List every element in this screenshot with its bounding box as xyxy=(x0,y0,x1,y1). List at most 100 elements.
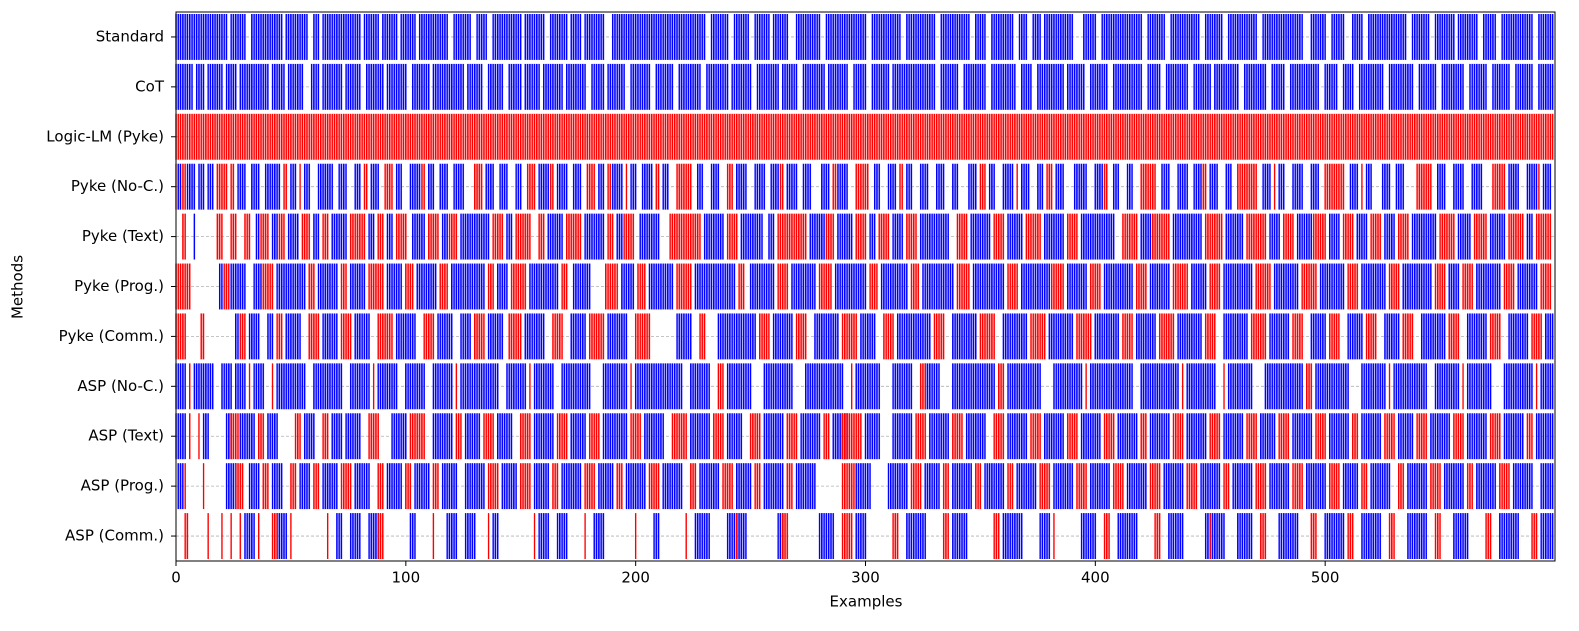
event-run xyxy=(786,413,798,460)
event-run xyxy=(175,363,186,410)
event-run xyxy=(1361,413,1382,460)
event-run xyxy=(455,413,462,460)
event-run xyxy=(1262,13,1303,60)
event-run xyxy=(400,13,416,60)
event-run xyxy=(271,363,274,410)
event-run xyxy=(345,63,361,110)
event-run xyxy=(763,463,784,510)
event-run xyxy=(1209,413,1221,460)
event-run xyxy=(1039,463,1051,510)
event-run xyxy=(556,413,568,460)
event-run xyxy=(834,263,867,310)
event-run xyxy=(770,163,779,210)
event-run xyxy=(1260,513,1267,560)
event-run xyxy=(230,413,239,460)
event-run xyxy=(623,213,635,260)
event-run xyxy=(382,13,398,60)
event-run xyxy=(586,163,596,210)
event-run xyxy=(313,463,320,510)
event-run xyxy=(1282,213,1294,260)
event-run xyxy=(825,13,867,60)
event-run xyxy=(1032,13,1041,60)
y-tick-label: Standard xyxy=(96,27,164,45)
event-run xyxy=(1482,13,1497,60)
event-run xyxy=(598,463,614,510)
event-run xyxy=(239,413,255,460)
event-run xyxy=(802,63,825,110)
event-run xyxy=(1402,263,1432,310)
event-run xyxy=(421,163,426,210)
event-run xyxy=(1007,363,1041,410)
event-run xyxy=(717,363,724,410)
event-run xyxy=(1420,313,1446,360)
event-run xyxy=(285,13,308,60)
event-run xyxy=(991,63,1016,110)
event-run xyxy=(821,163,830,210)
event-run xyxy=(630,63,651,110)
event-run xyxy=(1200,463,1221,510)
event-run xyxy=(1508,313,1529,360)
event-run xyxy=(322,413,329,460)
event-run xyxy=(200,313,205,360)
event-run xyxy=(860,313,876,360)
event-run xyxy=(552,313,563,360)
event-run xyxy=(1223,463,1230,510)
event-run xyxy=(1347,263,1359,310)
event-run xyxy=(317,163,334,210)
event-run xyxy=(841,313,858,360)
event-run xyxy=(1347,313,1363,360)
event-run xyxy=(1053,463,1074,510)
event-run xyxy=(1122,213,1138,260)
event-run xyxy=(1305,463,1326,510)
event-run xyxy=(1002,313,1028,360)
event-run xyxy=(676,163,692,210)
event-run xyxy=(345,413,361,460)
event-run xyxy=(935,163,945,210)
event-run xyxy=(1135,263,1147,310)
event-run xyxy=(584,13,605,60)
event-run xyxy=(641,163,653,210)
event-run xyxy=(1278,413,1290,460)
event-run xyxy=(733,13,750,60)
event-run xyxy=(1223,263,1253,310)
event-run xyxy=(377,513,384,560)
event-run xyxy=(1223,413,1244,460)
event-run xyxy=(271,513,278,560)
x-tick-label: 200 xyxy=(621,569,650,587)
event-run xyxy=(1225,163,1232,210)
event-run xyxy=(177,463,184,510)
event-run xyxy=(604,263,619,310)
event-run xyxy=(696,163,704,210)
event-run xyxy=(267,413,278,460)
event-run xyxy=(956,213,968,260)
event-run xyxy=(572,163,582,210)
y-tick-label: Pyke (Comm.) xyxy=(59,327,164,345)
event-run xyxy=(634,513,637,560)
y-tick-label: Pyke (Prog.) xyxy=(74,277,164,295)
event-run xyxy=(1319,263,1345,310)
event-run xyxy=(832,163,837,210)
x-tick-label: 500 xyxy=(1311,569,1340,587)
event-run xyxy=(294,413,301,460)
event-run xyxy=(492,513,499,560)
event-run xyxy=(637,263,646,310)
event-run xyxy=(1388,63,1414,110)
event-run xyxy=(549,13,568,60)
event-run xyxy=(1094,163,1104,210)
event-run xyxy=(726,413,743,460)
event-run xyxy=(722,463,733,510)
event-run xyxy=(598,163,605,210)
y-tick-label: CoT xyxy=(135,77,165,95)
event-run xyxy=(1473,213,1487,260)
event-run xyxy=(804,363,844,410)
event-run xyxy=(1457,13,1478,60)
event-run xyxy=(177,163,182,210)
event-run xyxy=(850,363,853,410)
event-run xyxy=(230,513,232,560)
event-run xyxy=(906,163,913,210)
event-run xyxy=(1342,63,1354,110)
event-run xyxy=(777,263,789,310)
event-run xyxy=(1434,363,1460,410)
event-run xyxy=(800,413,821,460)
event-run xyxy=(257,413,265,460)
